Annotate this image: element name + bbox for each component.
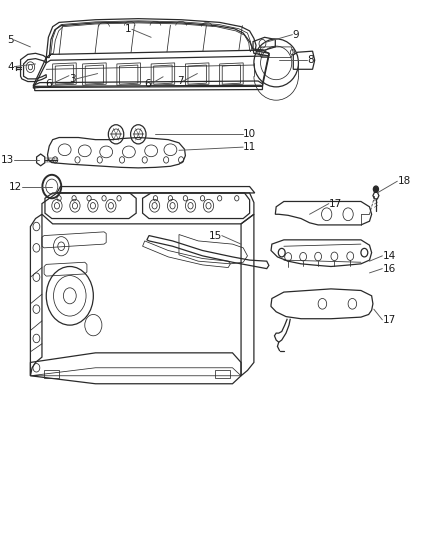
Circle shape [373,186,378,192]
Text: 3: 3 [70,74,76,84]
Text: 7: 7 [177,76,183,86]
Text: 12: 12 [9,182,22,191]
Text: 13: 13 [1,155,14,165]
Text: 17: 17 [382,315,396,325]
Text: 14: 14 [382,251,396,261]
Text: 5: 5 [7,35,14,45]
Text: 6: 6 [145,79,151,88]
Text: 18: 18 [397,176,410,186]
Text: 10: 10 [243,130,256,139]
Text: 11: 11 [243,142,256,152]
Text: 8: 8 [307,55,314,64]
Text: 6: 6 [45,79,52,88]
Text: 4: 4 [7,62,14,71]
Text: 17: 17 [329,199,342,208]
Text: 15: 15 [208,231,222,240]
Text: 1: 1 [125,25,132,34]
Text: 9: 9 [293,30,299,39]
Text: 16: 16 [382,264,396,273]
